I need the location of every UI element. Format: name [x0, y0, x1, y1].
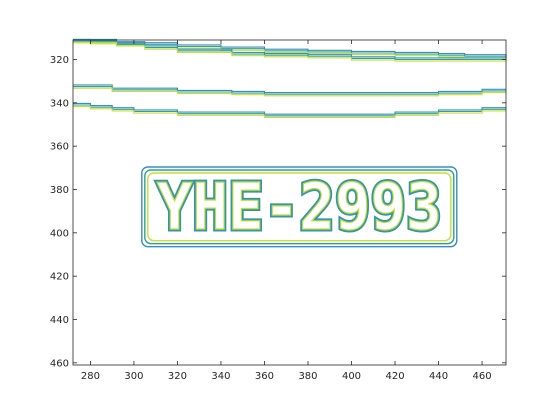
contour-line-4-band-3	[73, 106, 506, 118]
plate-text-outline-3: YHE-2993	[157, 171, 442, 245]
y-tick-label: 460	[50, 358, 69, 369]
plate-border-2	[144, 169, 455, 245]
x-tick-label: 440	[429, 371, 448, 382]
x-tick-label: 420	[385, 371, 404, 382]
y-tick-label: 340	[50, 98, 69, 109]
contour-line-2-band-3	[73, 42, 507, 62]
y-tick-label: 440	[50, 315, 69, 326]
contour-line-3-band-3	[73, 87, 506, 97]
x-tick-label: 360	[255, 371, 274, 382]
x-tick-label: 300	[124, 371, 143, 382]
y-tick-label: 320	[50, 55, 69, 66]
x-tick-label: 280	[81, 371, 100, 382]
plot-frame	[72, 39, 507, 366]
plate-border-3	[147, 172, 452, 242]
x-tick-label: 380	[298, 371, 317, 382]
y-tick-label: 420	[50, 272, 69, 283]
plate-border-1	[141, 166, 458, 248]
y-tick-label: 400	[50, 228, 69, 239]
x-tick-label: 400	[342, 371, 361, 382]
contour-line-4-band-2	[73, 104, 506, 117]
plate-text-outline-1: YHE-2993	[157, 171, 442, 245]
x-tick-label: 320	[168, 371, 187, 382]
x-tick-label: 460	[473, 371, 492, 382]
contour-line-4-band-1	[73, 102, 506, 115]
plate-text-outline-2: YHE-2993	[157, 171, 442, 245]
x-tick-label: 340	[211, 371, 230, 382]
y-tick-label: 360	[50, 142, 69, 153]
y-tick-label: 380	[50, 185, 69, 196]
contour-lines	[73, 38, 507, 118]
axes: 280 300 320 340 360 380 400 420 440 460 320 340 360 3…	[50, 39, 507, 382]
